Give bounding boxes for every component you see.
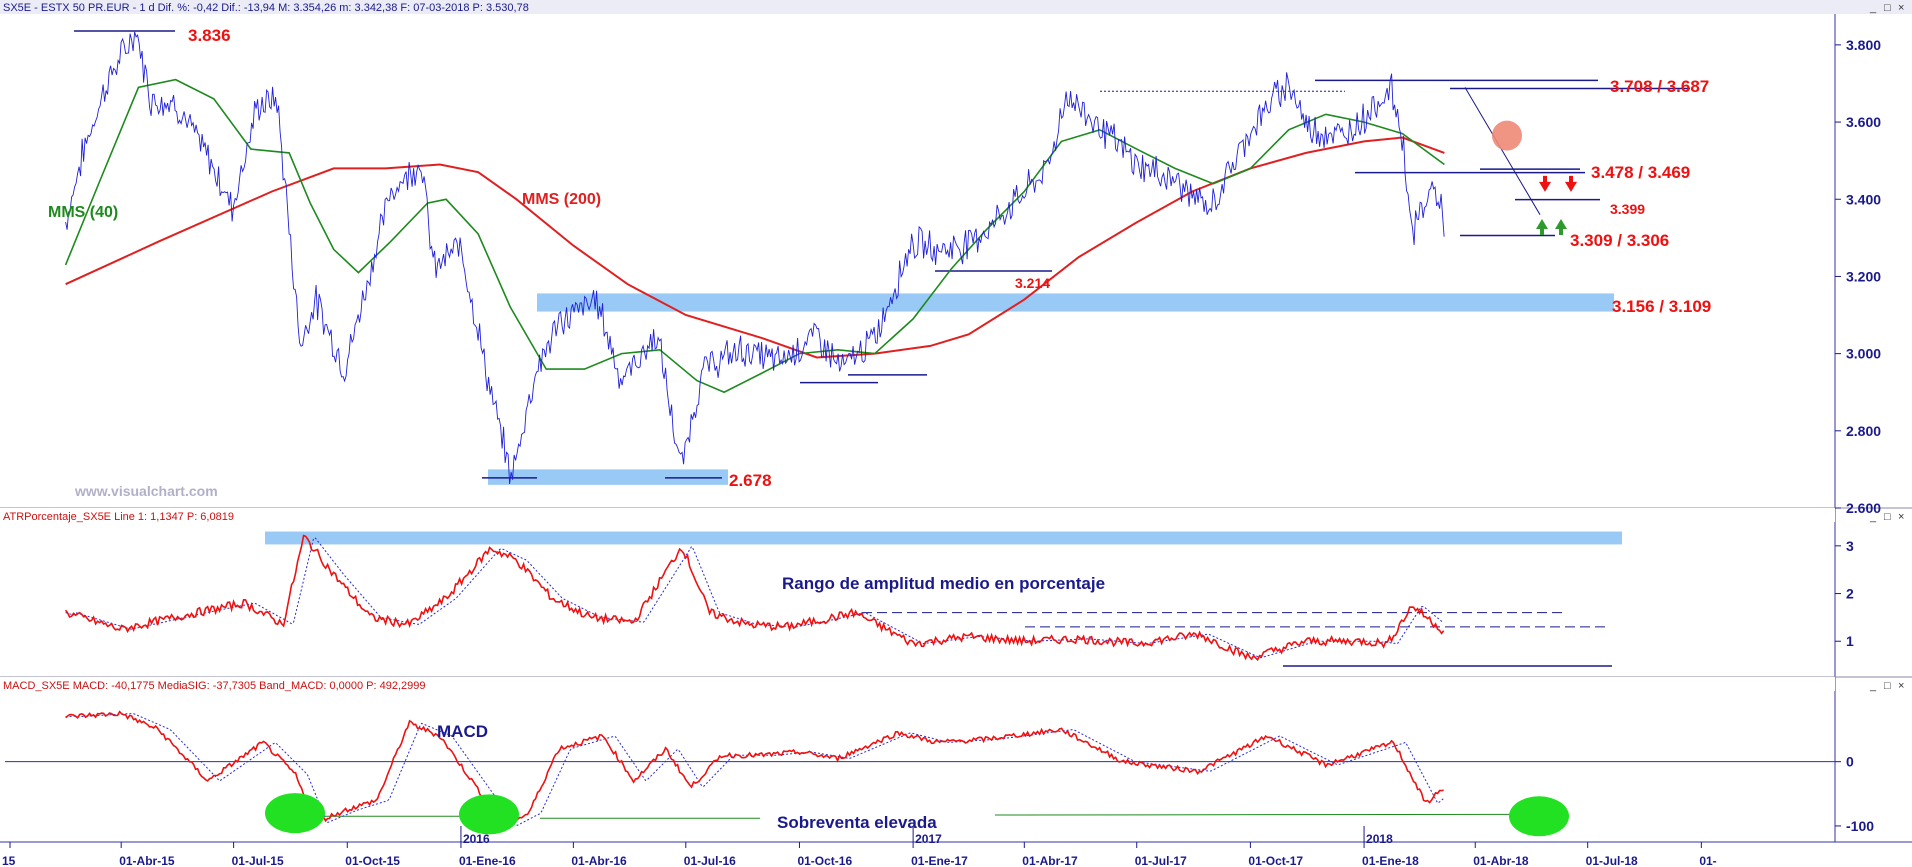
arrow-up-1 (1536, 218, 1548, 235)
restore-icon[interactable]: □ (1884, 2, 1891, 14)
x-tick-label: 01-Ene-17 (911, 854, 968, 867)
x-tick-label: 01-Oct-16 (797, 854, 852, 867)
year-label: 2018 (1366, 832, 1393, 846)
label-oversold: Sobreventa elevada (777, 813, 937, 832)
highlight-circle-2018 (1492, 120, 1522, 151)
label-level-3214: 3.214 (1015, 275, 1050, 291)
macd-window-controls[interactable]: _ □ × (1869, 680, 1904, 692)
x-tick-label: 01-Jul-18 (1586, 854, 1638, 867)
year-label: 2016 (463, 832, 490, 846)
oversold-marker-2015 (265, 793, 325, 834)
close-icon[interactable]: × (1898, 2, 1904, 14)
marker-layer (265, 120, 1577, 837)
macd-line (65, 710, 1444, 828)
y-axis-ticks: 3.800 3.600 3.400 3.200 3.000 2.800 2.600 3 2 1 0 -… (1835, 37, 1881, 834)
label-level-3399: 3.399 (1610, 201, 1645, 217)
atr-top-band (265, 531, 1622, 545)
price-panel-header: SX5E - ESTX 50 PR.EUR - 1 d Dif. %: -0,4… (3, 2, 529, 14)
x-tick-label: 01-Abr-17 (1022, 854, 1078, 867)
label-low-2678: 2.678 (729, 471, 772, 490)
arrow-down-2 (1565, 175, 1577, 192)
series-layer (64, 31, 1445, 828)
atr-average-line (65, 537, 1444, 659)
y-tick-label: 3.800 (1846, 37, 1881, 53)
y-tick-label: 2.800 (1846, 423, 1881, 439)
trendline-2018 (1464, 87, 1541, 215)
atr-line (64, 534, 1445, 662)
atr-panel-header: ATRPorcentaje_SX5E Line 1: 1,1347 P: 6,0… (3, 511, 234, 523)
y-tick-label: 3.400 (1846, 191, 1881, 207)
x-tick-label: 15 (2, 854, 16, 867)
close-icon[interactable]: × (1898, 680, 1904, 692)
label-support-3309: 3.309 / 3.306 (1570, 231, 1669, 250)
label-mms200: MMS (200) (522, 191, 601, 208)
x-tick-label: 01-Oct-15 (345, 854, 400, 867)
x-tick-label: 01-Ene-18 (1362, 854, 1419, 867)
y-tick-label: 1 (1846, 633, 1854, 649)
x-tick-label: 01-Jul-17 (1135, 854, 1187, 867)
label-zone-3156: 3.156 / 3.109 (1612, 297, 1711, 316)
x-tick-label: 01-Abr-18 (1473, 854, 1529, 867)
label-macd-title: MACD (437, 722, 488, 741)
y-tick-label: 0 (1846, 754, 1854, 770)
label-resistance-3478: 3.478 / 3.469 (1591, 163, 1690, 182)
x-tick-label: 01- (1699, 854, 1716, 867)
year-label: 2017 (915, 832, 942, 846)
price-line (65, 31, 1445, 485)
x-tick-label: 01-Ene-16 (459, 854, 516, 867)
y-tick-label: 3.600 (1846, 114, 1881, 130)
support-zones (265, 293, 1622, 545)
x-axis-ticks: 15 01-Abr-15 01-Jul-15 01-Oct-15 01-Ene-16 01… (2, 826, 1717, 867)
arrow-up-2 (1555, 218, 1567, 235)
restore-icon[interactable]: □ (1884, 680, 1891, 692)
x-tick-label: 01-Oct-17 (1248, 854, 1303, 867)
restore-icon[interactable]: □ (1884, 511, 1891, 523)
watermark: www.visualchart.com (74, 483, 218, 499)
minimize-icon[interactable]: _ (1869, 2, 1877, 14)
x-tick-label: 01-Abr-16 (571, 854, 627, 867)
oversold-marker-2018 (1509, 796, 1569, 837)
label-peak-3836: 3.836 (188, 26, 231, 45)
y-tick-label: 2 (1846, 586, 1854, 602)
macd-panel-header: MACD_SX5E MACD: -40,1775 MediaSIG: -37,7… (3, 680, 426, 692)
minimize-icon[interactable]: _ (1869, 511, 1877, 523)
level-lines (5, 30, 1835, 819)
x-tick-label: 01-Jul-16 (684, 854, 736, 867)
atr-window-controls[interactable]: _ □ × (1869, 511, 1904, 523)
y-tick-label: -100 (1846, 818, 1874, 834)
label-atr-title: Rango de amplitud medio en porcentaje (782, 574, 1105, 593)
label-resistance-3708: 3.708 / 3.687 (1610, 77, 1709, 96)
arrow-down-1 (1539, 175, 1551, 192)
mms40-line (64, 78, 1445, 394)
x-tick-label: 01-Jul-15 (232, 854, 284, 867)
y-tick-label: 2.600 (1846, 500, 1881, 516)
support-zone-2678 (488, 469, 728, 485)
price-window-controls[interactable]: _ □ × (1869, 2, 1904, 14)
oversold-marker-2016 (459, 794, 519, 835)
label-mms40: MMS (40) (48, 204, 118, 221)
resistance-zone-3156-3109 (537, 293, 1614, 312)
minimize-icon[interactable]: _ (1869, 680, 1877, 692)
y-tick-label: 3.000 (1846, 346, 1881, 362)
close-icon[interactable]: × (1898, 511, 1904, 523)
y-tick-label: 3.200 (1846, 268, 1881, 284)
y-tick-label: 3 (1846, 538, 1854, 554)
x-tick-label: 01-Abr-15 (119, 854, 175, 867)
